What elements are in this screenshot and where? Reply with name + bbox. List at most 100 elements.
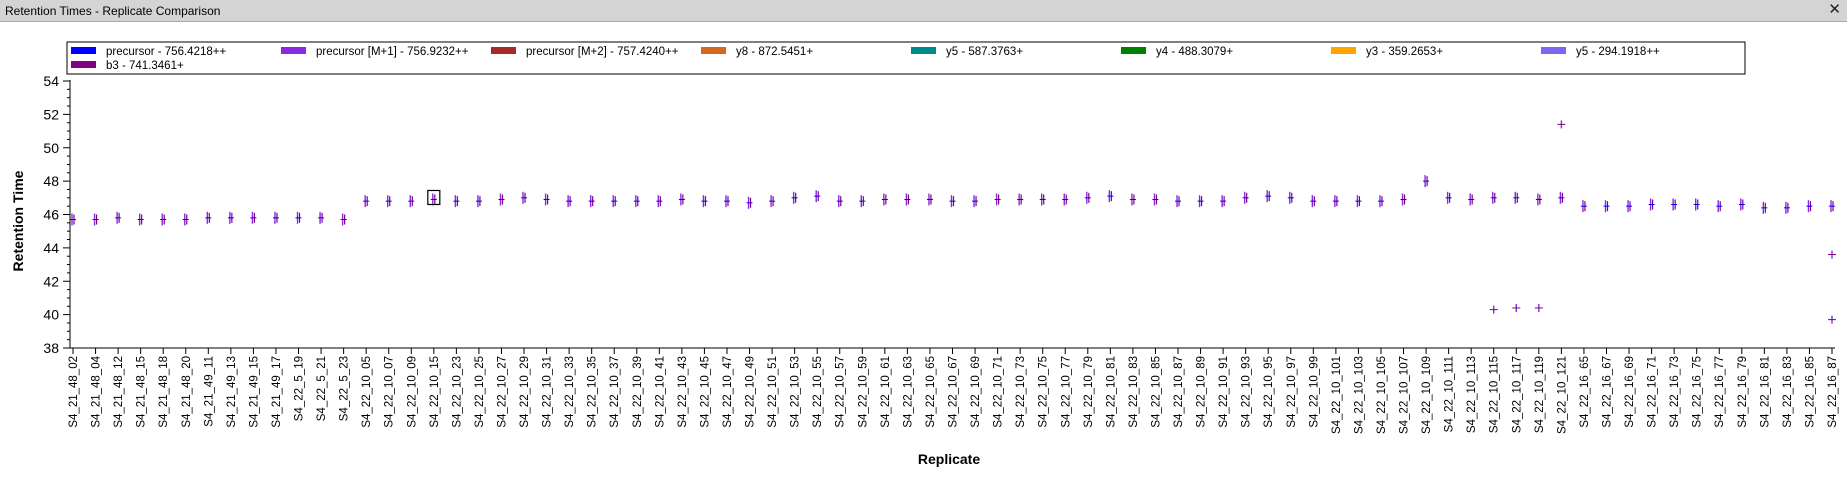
data-point [1490, 191, 1497, 204]
x-tick-label: S4_22_16_79 [1737, 356, 1749, 428]
x-tick-label: S4_22_16_77 [1714, 356, 1726, 428]
data-point [70, 213, 76, 226]
x-tick-label: S4_22_10_55 [812, 356, 824, 428]
x-tick-label: S4_21_48_02 [68, 356, 80, 428]
data-point [926, 193, 933, 206]
data-point [1152, 193, 1159, 206]
x-axis: S4_21_48_02 S4_21_48_04 S4_21_48_12 S4_21_4… [68, 347, 1839, 434]
data-point [205, 211, 212, 224]
y-tick-label: 40 [43, 307, 59, 323]
data-point [1220, 195, 1227, 208]
x-tick-label: S4_22_10_15 [429, 356, 441, 428]
y-tick-label: 50 [43, 140, 59, 156]
data-point [1265, 190, 1272, 203]
data-point [475, 195, 482, 208]
x-tick-label: S4_21_49_15 [248, 356, 260, 428]
x-tick-label: S4_21_48_12 [113, 356, 125, 428]
x-tick-label: S4_22_10_97 [1286, 356, 1298, 428]
data-point [994, 193, 1001, 206]
data-point [723, 195, 730, 208]
x-tick-label: S4_22_10_59 [857, 356, 869, 428]
x-tick-label: S4_22_10_105 [1376, 356, 1388, 434]
data-point [137, 213, 144, 226]
x-tick-label: S4_22_10_117 [1511, 356, 1523, 433]
legend-swatch [911, 47, 936, 54]
x-tick-label: S4_22_10_87 [1173, 356, 1185, 428]
legend-label: precursor [M+2] - 757.4240++ [526, 46, 679, 58]
outlier-point [1512, 303, 1521, 312]
x-tick-label: S4_22_10_53 [790, 356, 802, 428]
outlier-point [1828, 315, 1836, 324]
data-point [1783, 201, 1790, 214]
data-point [160, 213, 167, 226]
x-tick-label: S4_22_10_111 [1444, 356, 1456, 432]
x-tick-label: S4_22_10_69 [970, 356, 982, 428]
x-tick-label: S4_22_10_47 [722, 356, 734, 428]
x-tick-label: S4_22_10_107 [1399, 356, 1411, 434]
x-tick-label: S4_22_10_31 [542, 356, 554, 428]
x-tick-label: S4_22_10_51 [767, 356, 779, 428]
outlier-point [1534, 303, 1543, 312]
x-tick-label: S4_21_49_17 [271, 356, 283, 428]
legend-label: precursor - 756.4218++ [106, 46, 226, 58]
close-icon[interactable]: ✕ [1828, 1, 1841, 18]
data-point [1829, 200, 1835, 213]
outlier-point [1828, 250, 1836, 259]
data-point [1175, 195, 1182, 208]
legend-swatch [1121, 47, 1146, 54]
x-tick-label: S4_22_10_101 [1331, 356, 1343, 434]
x-tick-label: S4_22_10_29 [519, 356, 531, 428]
x-tick-label: S4_22_16_69 [1624, 356, 1636, 428]
data-point [1107, 190, 1114, 203]
data-point [1603, 200, 1610, 213]
legend-swatch [1541, 47, 1566, 54]
x-tick-label: S4_22_10_25 [474, 356, 486, 428]
x-tick-label: S4_22_10_49 [745, 356, 757, 428]
x-tick-label: S4_22_10_33 [564, 356, 576, 428]
data-point [115, 211, 122, 224]
y-axis-title: Retention Time [10, 170, 26, 271]
y-axis: 38 40 42 44 46 48 50 52 54 [43, 73, 71, 356]
data-point [498, 193, 505, 206]
y-tick-label: 54 [43, 73, 59, 89]
x-tick-label: S4_21_48_04 [91, 355, 103, 427]
data-point [250, 211, 257, 224]
x-tick-label: S4_22_16_73 [1669, 356, 1681, 428]
x-tick-label: S4_22_10_119 [1534, 356, 1546, 433]
x-tick-label: S4_22_10_79 [1083, 356, 1095, 428]
data-point [430, 193, 437, 206]
legend-label: y4 - 488.3079+ [1156, 46, 1233, 58]
legend-swatch [71, 47, 96, 54]
data-point [972, 195, 979, 208]
x-tick-label: S4_22_10_95 [1263, 356, 1275, 428]
data-point [1626, 200, 1633, 213]
data-point [1400, 193, 1407, 206]
data-point [295, 211, 302, 224]
data-point [1738, 198, 1745, 211]
outlier-point [1489, 305, 1498, 314]
data-point [859, 195, 866, 208]
plot-area[interactable] [70, 120, 1836, 324]
data-point [182, 213, 189, 226]
x-tick-label: S4_22_5_19 [294, 356, 306, 421]
x-tick-label: S4_22_10_77 [1060, 356, 1072, 428]
x-tick-label: S4_22_10_37 [609, 356, 621, 428]
x-tick-label: S4_22_10_93 [1241, 356, 1253, 428]
legend-label: b3 - 741.3461+ [106, 60, 184, 72]
data-point [272, 211, 279, 224]
data-point [1129, 193, 1136, 206]
data-point [453, 195, 460, 208]
data-point [1017, 193, 1024, 206]
data-point [1242, 191, 1249, 204]
x-tick-label: S4_22_10_09 [406, 356, 418, 428]
x-tick-label: S4_22_16_83 [1782, 356, 1794, 428]
data-point [1062, 193, 1069, 206]
x-tick-label: S4_22_16_75 [1692, 356, 1704, 428]
data-point [1445, 191, 1452, 204]
outlier-point [1557, 120, 1566, 129]
x-tick-label: S4_22_10_43 [677, 356, 689, 428]
legend-label: y5 - 587.3763+ [946, 46, 1023, 58]
x-tick-label: S4_22_10_89 [1196, 356, 1208, 428]
x-tick-label: S4_22_10_61 [880, 356, 892, 428]
